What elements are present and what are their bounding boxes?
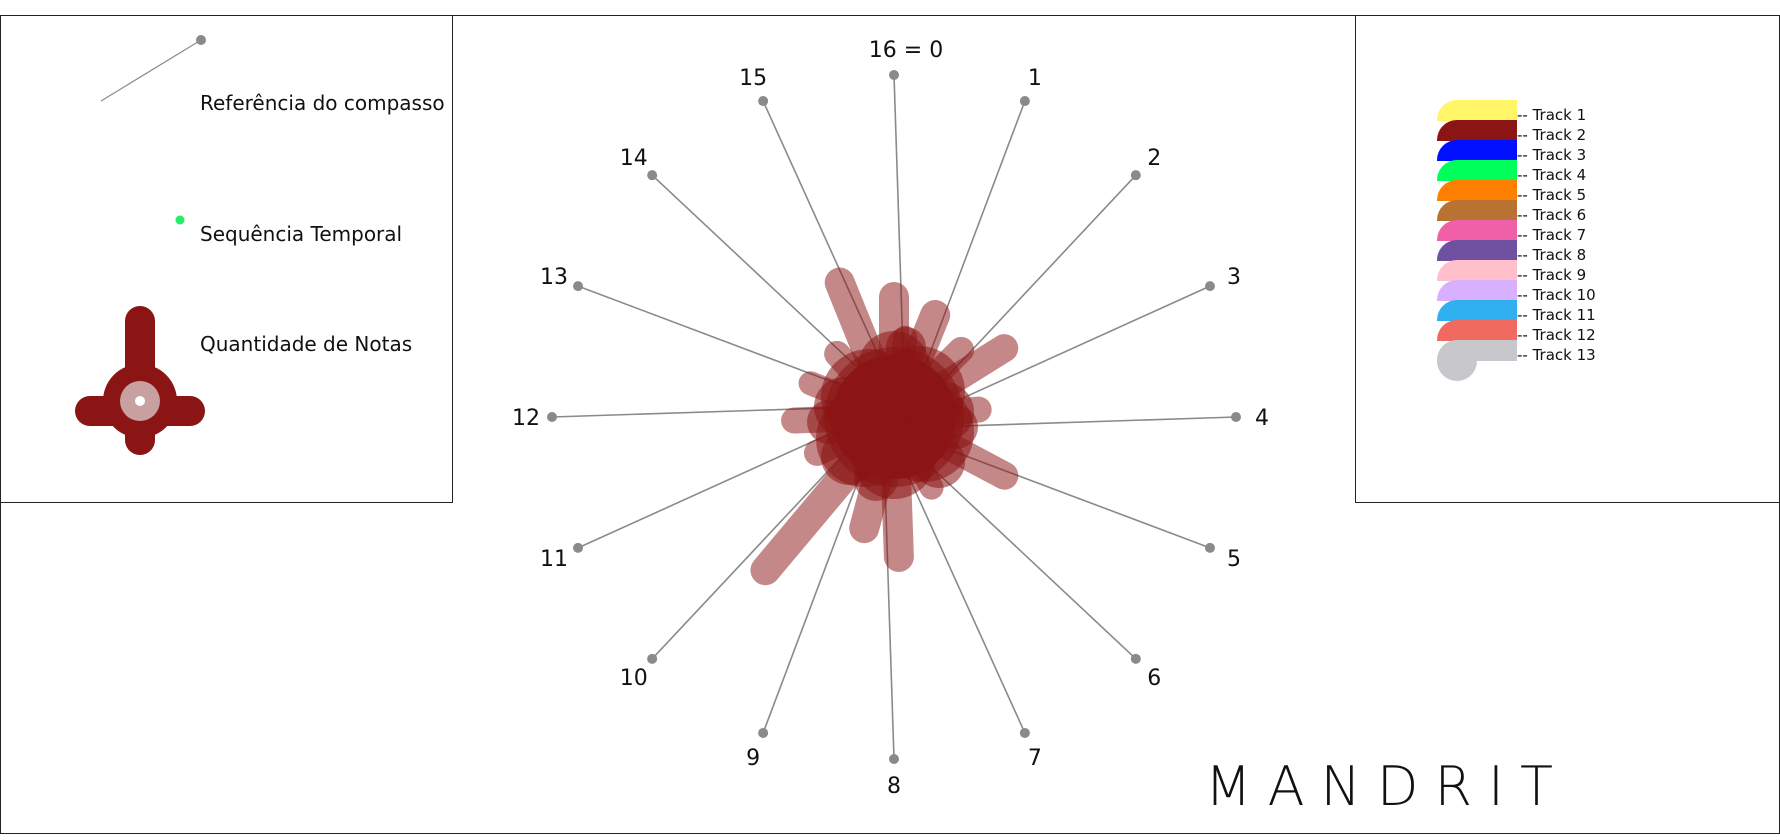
beat-label: 7 [1028, 746, 1042, 771]
beat-spoke-end-dot [547, 412, 557, 422]
track-swatch [1437, 100, 1517, 121]
compass-reference-dot-icon [196, 35, 206, 45]
beat-label: 6 [1147, 666, 1161, 691]
compass-reference-line-icon [100, 39, 202, 102]
track-swatch [1437, 180, 1517, 201]
track-swatch [1437, 160, 1517, 181]
beat-spoke [932, 416, 1237, 428]
temporal-sequence-label: Sequência Temporal [200, 222, 402, 246]
track-swatch [1437, 240, 1517, 261]
beat-label: 16 = 0 [869, 38, 943, 63]
beat-spoke [762, 448, 871, 734]
track-label: -- Track 1 [1517, 106, 1586, 124]
beat-spoke-end-dot [758, 96, 769, 107]
beat-spoke-end-dot [1019, 96, 1030, 107]
beat-label: 3 [1227, 265, 1241, 290]
brand-logo-text: MANDRIT [1205, 755, 1569, 818]
beat-label: 15 [739, 66, 767, 91]
beat-spoke-end-dot [758, 727, 769, 738]
note-quantity-glyph-icon [75, 306, 205, 455]
beat-label: 2 [1147, 146, 1161, 171]
track-label: -- Track 13 [1517, 346, 1596, 364]
track-label: -- Track 9 [1517, 266, 1586, 284]
track-label: -- Track 6 [1517, 206, 1586, 224]
beat-spoke-end-dot [647, 170, 658, 181]
beat-spoke [933, 285, 1211, 413]
beat-spoke [913, 450, 1137, 660]
track-label: -- Track 4 [1517, 166, 1586, 184]
beat-label: 5 [1227, 547, 1241, 572]
beat-label: 12 [512, 406, 540, 431]
track-label: -- Track 7 [1517, 226, 1586, 244]
track-swatch [1437, 260, 1517, 281]
beat-spoke-end-dot [1231, 412, 1241, 422]
beat-spoke-end-dot [889, 754, 899, 764]
track-swatch [1437, 200, 1517, 221]
beat-label: 10 [620, 666, 648, 691]
beat-spoke-end-dot [647, 653, 658, 664]
beat-label: 4 [1255, 406, 1269, 431]
beat-spoke-end-dot [573, 542, 584, 553]
beat-spoke [651, 436, 861, 660]
beat-label: 1 [1028, 66, 1042, 91]
beat-spoke-end-dot [1130, 653, 1141, 664]
beat-spoke-end-dot [1204, 542, 1215, 553]
beat-spoke-end-dot [1204, 281, 1215, 292]
track-swatch [1437, 280, 1517, 301]
track-label: -- Track 11 [1517, 306, 1596, 324]
track-swatch [1437, 320, 1517, 341]
track-swatch [1437, 300, 1517, 321]
beat-spoke [898, 456, 1026, 734]
track-swatch [1437, 120, 1517, 141]
track-swatch-cap [1437, 341, 1477, 381]
beat-label: 9 [746, 746, 760, 771]
beat-spoke-end-dot [1019, 727, 1030, 738]
track-swatch [1437, 140, 1517, 161]
beat-label: 11 [540, 547, 568, 572]
compass-reference-label: Referência do compasso [200, 91, 445, 115]
track-panel: -- Track 1 -- Track 2 -- Track 3 -- Track 4… [1355, 15, 1780, 503]
track-list: -- Track 1 -- Track 2 -- Track 3 -- Track 4… [1437, 100, 1596, 381]
note-core [832, 355, 956, 479]
track-label: -- Track 12 [1517, 326, 1596, 344]
legend-panel: Referência do compasso Sequência Tempora… [0, 15, 453, 503]
beat-label: 14 [620, 146, 648, 171]
beat-spoke-end-dot [573, 281, 584, 292]
note-quantity-label: Quantidade de Notas [200, 332, 412, 356]
temporal-sequence-dot-icon [175, 215, 185, 225]
track-panel-border [1355, 15, 1780, 503]
beat-spoke-end-dot [889, 70, 899, 80]
legend-panel-border [0, 15, 453, 503]
beat-label: 13 [540, 265, 568, 290]
track-swatch [1437, 220, 1517, 241]
track-label: -- Track 3 [1517, 146, 1586, 164]
note-blobs [750, 267, 1019, 586]
track-label: -- Track 5 [1517, 186, 1586, 204]
track-label: -- Track 10 [1517, 286, 1596, 304]
track-label: -- Track 8 [1517, 246, 1586, 264]
beat-label: 8 [887, 774, 901, 799]
track-label: -- Track 2 [1517, 126, 1586, 144]
beat-spoke-end-dot [1130, 170, 1141, 181]
